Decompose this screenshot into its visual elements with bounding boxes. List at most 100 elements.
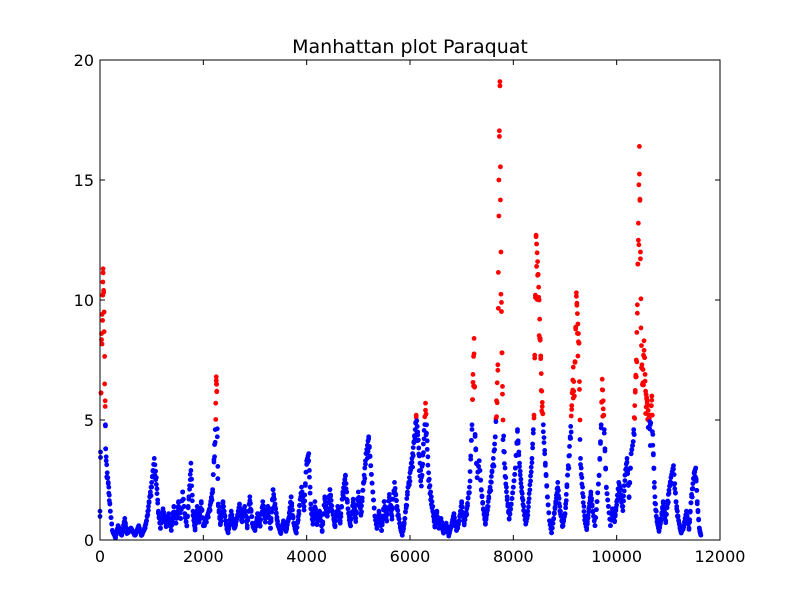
snp-point — [297, 503, 302, 509]
snp-point — [368, 463, 374, 469]
snp-point — [345, 506, 351, 512]
snp-point — [237, 501, 242, 507]
snp-point — [190, 508, 196, 514]
snp-point — [627, 480, 633, 486]
snp-point — [343, 473, 348, 479]
snp-point — [467, 490, 472, 496]
snp-point — [517, 472, 523, 478]
snp-point — [456, 518, 462, 524]
snp-point — [248, 501, 253, 506]
snp-point — [434, 510, 440, 516]
snp-point — [602, 448, 608, 454]
snp-point — [189, 492, 195, 498]
snp-point — [290, 507, 295, 513]
snp-point — [515, 429, 520, 434]
significant-snp-point — [600, 398, 606, 404]
significant-snp-point — [599, 376, 605, 382]
significant-snp-point — [571, 393, 577, 399]
snp-point — [528, 473, 533, 479]
snp-point — [673, 490, 678, 496]
significant-snp-point — [601, 412, 607, 418]
snp-point — [511, 478, 517, 484]
snp-point — [218, 518, 224, 524]
snp-point — [209, 497, 215, 503]
snp-point — [428, 489, 434, 495]
snp-point — [563, 492, 569, 497]
snp-point — [628, 466, 633, 471]
snp-point — [478, 487, 484, 493]
snp-point — [666, 490, 672, 496]
significant-snp-point — [600, 406, 606, 412]
snp-point — [173, 520, 179, 526]
snp-point — [415, 432, 421, 438]
snp-point — [354, 510, 359, 516]
snp-point — [355, 489, 361, 495]
snp-point — [418, 468, 424, 473]
snp-point — [353, 519, 359, 524]
snp-point — [542, 463, 548, 468]
significant-snp-point — [214, 381, 219, 387]
snp-point — [233, 522, 239, 528]
snp-point — [513, 465, 518, 471]
snp-point — [557, 504, 563, 509]
snp-point — [369, 480, 375, 486]
snp-point — [622, 478, 628, 484]
snp-point — [589, 503, 595, 509]
significant-snp-point — [498, 249, 504, 255]
significant-snp-point — [540, 411, 546, 417]
snp-point — [269, 509, 275, 515]
snp-point — [381, 499, 387, 504]
significant-snp-point — [531, 415, 537, 421]
snp-point — [365, 448, 371, 454]
snp-point — [178, 516, 184, 521]
significant-snp-point — [499, 350, 505, 356]
snp-point — [430, 504, 436, 509]
snp-point — [483, 521, 488, 527]
snp-point — [629, 447, 635, 453]
snp-point — [484, 512, 490, 518]
snp-point — [595, 490, 601, 496]
significant-snp-point — [498, 197, 503, 203]
snp-point — [404, 496, 410, 501]
significant-snp-point — [496, 177, 502, 183]
snp-point — [314, 522, 320, 528]
significant-snp-point — [539, 404, 545, 409]
snp-point — [153, 468, 159, 474]
snp-point — [248, 509, 254, 514]
snp-point — [671, 463, 676, 468]
snp-point — [493, 419, 499, 425]
significant-snp-point — [638, 249, 643, 255]
snp-point — [199, 508, 205, 513]
significant-snp-point — [100, 318, 105, 323]
snp-point — [527, 482, 533, 488]
snp-point — [295, 517, 301, 523]
snp-point — [671, 472, 677, 477]
significant-snp-point — [648, 403, 654, 409]
snp-point — [529, 456, 535, 461]
significant-snp-point — [641, 347, 647, 353]
snp-point — [469, 427, 475, 432]
significant-snp-point — [423, 400, 428, 406]
snp-point — [210, 472, 216, 478]
snp-point — [518, 476, 524, 482]
snp-point — [672, 486, 678, 492]
snp-point — [189, 483, 195, 489]
snp-point — [525, 508, 531, 514]
snp-point — [530, 427, 536, 432]
snp-point — [581, 509, 587, 514]
snp-point — [152, 462, 158, 468]
snp-point — [215, 464, 221, 469]
snp-point — [153, 475, 159, 480]
significant-snp-point — [537, 337, 543, 343]
significant-snp-point — [649, 412, 655, 418]
significant-snp-point — [569, 407, 575, 412]
snp-point — [519, 491, 525, 496]
snp-point — [521, 504, 527, 509]
snp-point — [262, 519, 268, 525]
significant-snp-point — [645, 408, 651, 413]
snp-point — [198, 500, 204, 506]
significant-snp-point — [573, 293, 579, 299]
y-tick-label: 10 — [74, 291, 94, 310]
snp-point — [501, 433, 507, 439]
snp-point — [517, 460, 522, 466]
